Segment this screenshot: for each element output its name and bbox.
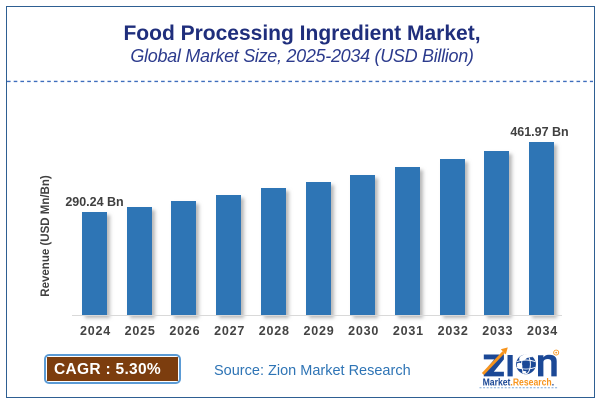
svg-text:Market.Research.: Market.Research.	[483, 377, 555, 389]
